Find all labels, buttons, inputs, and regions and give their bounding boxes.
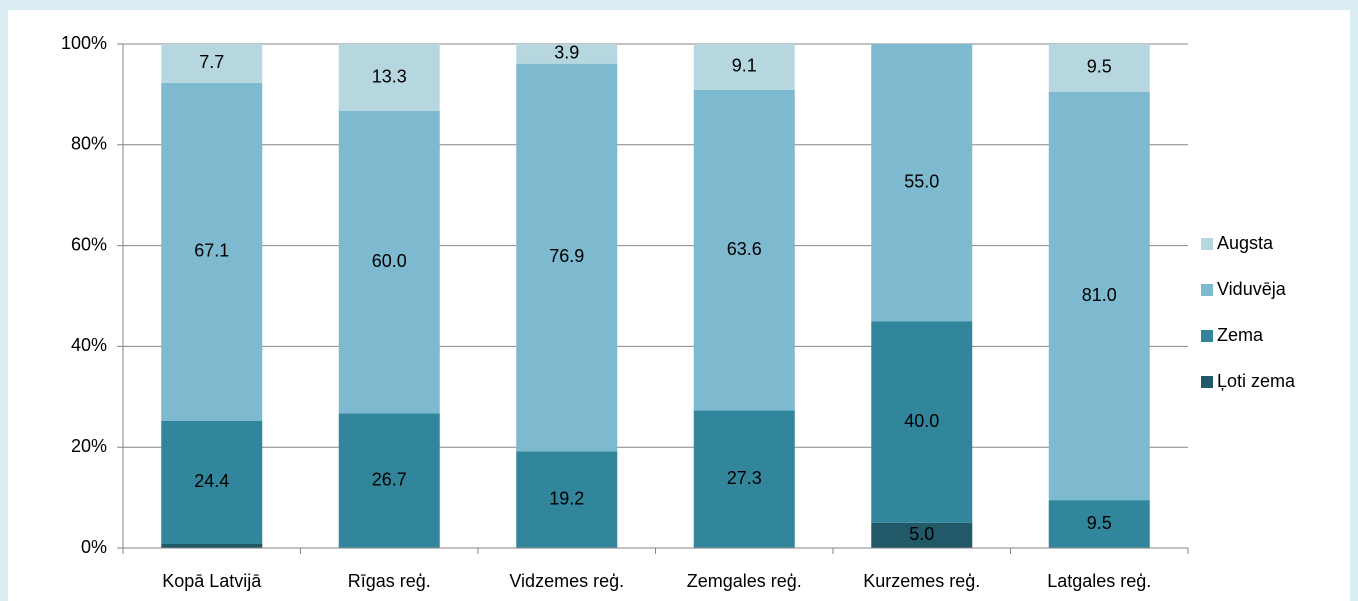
bar-segment	[161, 543, 263, 548]
y-tick-label: 100%	[61, 33, 107, 53]
bar-segment	[693, 44, 795, 90]
data-label: 5.0	[909, 524, 934, 544]
bar-segment	[871, 321, 973, 523]
bar-segment	[161, 82, 263, 421]
bar-segment	[1048, 500, 1150, 548]
data-label: 60.0	[372, 251, 407, 271]
x-tick-label: Rīgas reģ.	[348, 571, 431, 591]
legend-swatch	[1201, 238, 1213, 250]
legend-swatch	[1201, 284, 1213, 296]
data-label: 27.3	[727, 468, 762, 488]
data-label: 26.7	[372, 469, 407, 489]
y-tick-label: 0%	[81, 537, 107, 557]
bar-segment	[693, 89, 795, 411]
bar-segment	[871, 522, 973, 548]
legend-label: Zema	[1217, 325, 1264, 345]
bar-segment	[1048, 91, 1150, 501]
x-tick-label: Latgales reģ.	[1047, 571, 1151, 591]
legend-label: Viduvēja	[1217, 279, 1287, 299]
legend-label: Augsta	[1217, 233, 1274, 253]
data-label: 7.7	[199, 52, 224, 72]
x-tick-label: Kurzemes reģ.	[863, 571, 980, 591]
x-tick-label: Zemgales reģ.	[687, 571, 802, 591]
bar-segment	[338, 413, 440, 548]
x-tick-label: Kopā Latvijā	[162, 571, 262, 591]
bar-segment	[693, 410, 795, 548]
data-label: 19.2	[549, 488, 584, 508]
bar-segment	[161, 420, 263, 544]
data-label: 24.4	[194, 471, 229, 491]
bar-segment	[338, 111, 440, 414]
y-tick-label: 20%	[71, 436, 107, 456]
data-label: 9.5	[1087, 57, 1112, 77]
bar-segment	[338, 44, 440, 112]
data-label: 13.3	[372, 66, 407, 86]
data-label: 63.6	[727, 239, 762, 259]
data-label: 9.1	[732, 56, 757, 76]
bar-segment	[516, 44, 618, 64]
y-tick-label: 40%	[71, 335, 107, 355]
y-tick-label: 80%	[71, 134, 107, 154]
data-label: 9.5	[1087, 513, 1112, 533]
x-tick-label: Vidzemes reģ.	[509, 571, 624, 591]
legend-swatch	[1201, 376, 1213, 388]
data-label: 40.0	[904, 411, 939, 431]
data-label: 55.0	[904, 171, 939, 191]
y-tick-label: 60%	[71, 234, 107, 254]
bar-segment	[516, 451, 618, 548]
bar-segment	[1048, 44, 1150, 92]
data-label: 81.0	[1082, 285, 1117, 305]
bar-segment	[516, 63, 618, 452]
data-label: 3.9	[554, 43, 579, 63]
bar-segment	[161, 44, 263, 83]
bar-segment	[871, 44, 973, 322]
data-label: 67.1	[194, 241, 229, 261]
data-label: 76.9	[549, 246, 584, 266]
legend-label: Ļoti zema	[1217, 371, 1296, 391]
legend-swatch	[1201, 330, 1213, 342]
